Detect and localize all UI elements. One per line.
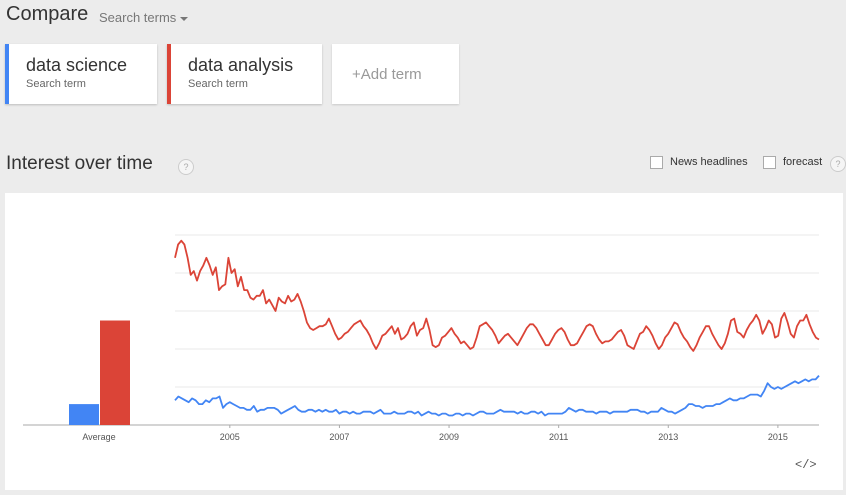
forecast-help-icon[interactable]: ?	[830, 156, 846, 172]
checkbox-icon	[650, 156, 663, 169]
embed-code-icon[interactable]: </>	[795, 458, 817, 472]
search-terms-dropdown[interactable]: Search terms	[99, 10, 189, 25]
term-name: data science	[26, 55, 128, 75]
interest-chart-panel: Average 2005 2007 2009 2011 2013 2015	[5, 193, 843, 490]
average-label: Average	[82, 432, 115, 442]
series-line-data-analysis	[174, 239, 820, 352]
news-headlines-label: News headlines	[670, 156, 748, 168]
term-card-data-analysis[interactable]: data analysis Search term	[167, 44, 322, 104]
checkbox-icon	[763, 156, 776, 169]
x-tick-label: 2007	[329, 432, 349, 442]
add-term-button[interactable]: +Add term	[332, 44, 459, 104]
term-color-bar	[5, 44, 9, 104]
search-terms-label: Search terms	[99, 10, 177, 25]
section-title: Interest over time	[6, 153, 153, 174]
series-line-data-science	[174, 374, 820, 417]
average-bar-data-science	[69, 404, 99, 425]
term-type: Search term	[26, 78, 86, 90]
average-bar-data-analysis	[100, 320, 130, 425]
x-tick-label: 2015	[768, 432, 788, 442]
forecast-label: forecast	[783, 156, 823, 168]
x-tick-label: 2005	[220, 432, 240, 442]
term-name: data analysis	[188, 55, 294, 75]
x-tick-label: 2011	[549, 432, 568, 442]
x-tick-label: 2009	[439, 432, 459, 442]
caret-down-icon	[180, 16, 189, 21]
term-color-bar	[167, 44, 171, 104]
interest-chart: Average 2005 2007 2009 2011 2013 2015	[23, 234, 820, 442]
add-term-label: +Add term	[352, 66, 422, 83]
term-card-data-science[interactable]: data science Search term	[5, 44, 157, 104]
term-type: Search term	[188, 78, 248, 90]
compare-title: Compare	[6, 3, 89, 25]
help-icon[interactable]: ?	[178, 159, 194, 175]
x-tick-label: 2013	[658, 432, 678, 442]
